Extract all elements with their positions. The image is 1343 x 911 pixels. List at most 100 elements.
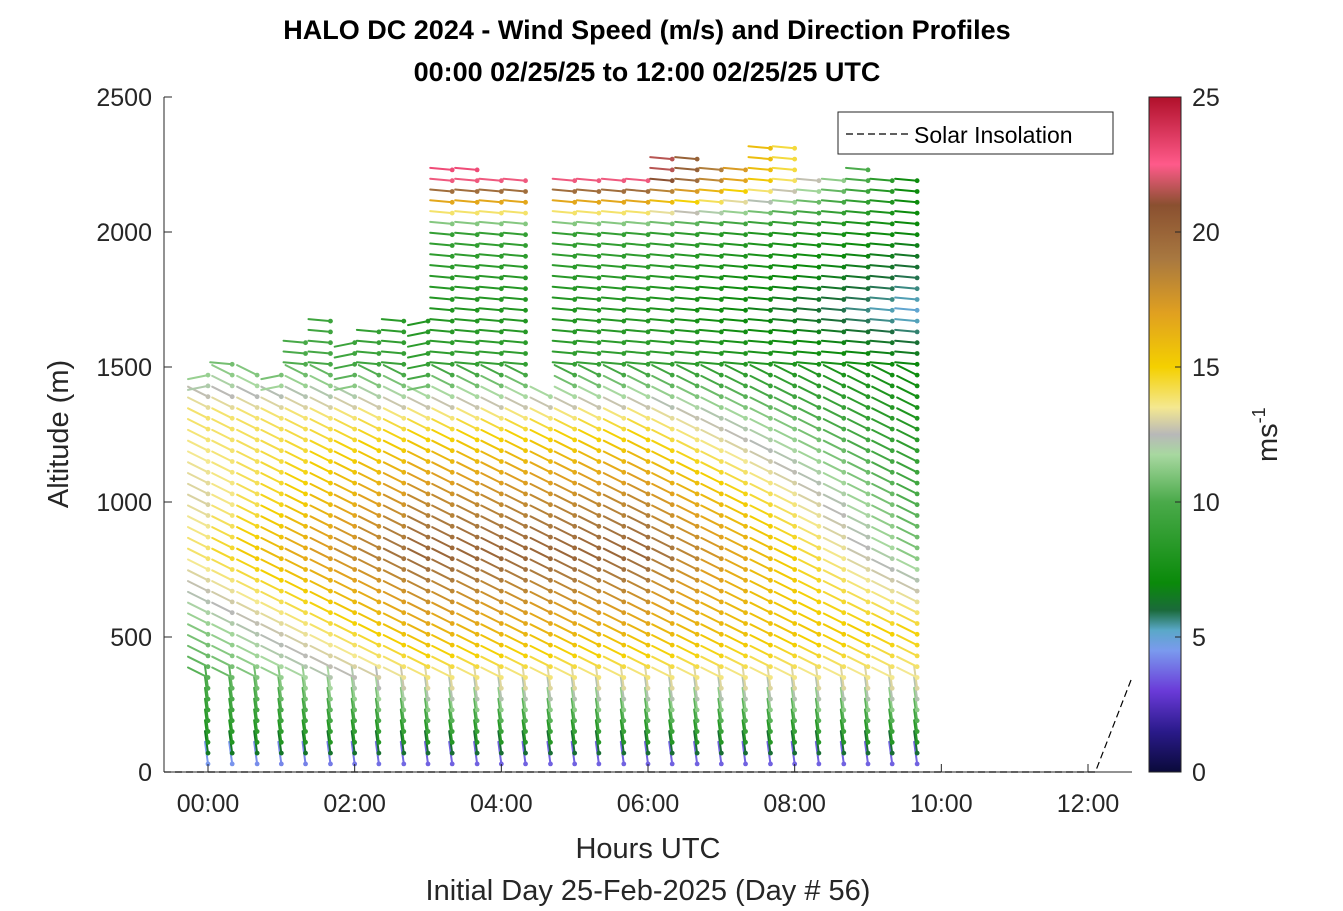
wind-barb-dot (865, 286, 871, 292)
wind-barb-dot (352, 459, 358, 464)
wind-barb-staff (896, 504, 919, 517)
wind-barb-staff (478, 231, 503, 236)
wind-barb-dot (229, 577, 235, 583)
wind-barb-dot (865, 340, 871, 346)
wind-barb-dot (718, 307, 724, 313)
wind-barb-dot (669, 729, 675, 734)
wind-barb-dot (865, 210, 871, 216)
wind-barb-dot (718, 329, 724, 335)
wind-barb-dot (449, 675, 455, 680)
wind-barb-staff (577, 634, 600, 647)
wind-barb-dot (548, 577, 553, 583)
wind-barb-staff (431, 461, 454, 474)
wind-barb-staff (869, 328, 894, 333)
colorbar-label-unit: ms (1252, 423, 1284, 462)
wind-barb-staff (602, 385, 625, 398)
wind-barb-staff (284, 623, 307, 636)
wind-barb-staff (553, 450, 576, 463)
wind-barb-staff (822, 439, 845, 452)
wind-barb-staff (309, 385, 332, 398)
wind-barb-staff (284, 407, 307, 420)
wind-barb-dot (498, 696, 504, 702)
wind-barb-staff (575, 188, 600, 193)
wind-barb-dot (841, 534, 847, 540)
wind-barb-staff (749, 601, 772, 614)
wind-barb-dot (572, 297, 578, 302)
wind-barb-dot (401, 394, 407, 400)
wind-barb-staff (333, 352, 356, 359)
wind-barb-staff (236, 472, 259, 485)
wind-barb-staff (529, 482, 552, 495)
wind-barb-dot (645, 415, 651, 421)
wind-barb-dot (523, 750, 528, 756)
wind-barb-dot (474, 469, 480, 475)
wind-barb-dot (621, 189, 627, 194)
wind-barb-staff (307, 318, 332, 323)
wind-barb-staff (284, 644, 307, 657)
chart-subtitle: 00:00 02/25/25 to 12:00 02/25/25 UTC (414, 57, 881, 87)
wind-barb-dot (841, 610, 847, 616)
wind-barb-staff (627, 526, 649, 539)
wind-barb-staff (724, 580, 747, 593)
wind-barb-dot (889, 459, 895, 464)
wind-barb-staff (553, 601, 576, 614)
wind-barb-staff (651, 472, 674, 485)
wind-barb-staff (773, 482, 796, 495)
wind-barb-dot (621, 178, 627, 184)
wind-barb-staff (894, 199, 919, 204)
wind-barb-dot (278, 718, 284, 724)
wind-barb-staff (749, 364, 772, 377)
wind-barb-dot (523, 415, 528, 421)
wind-barb-dot (401, 621, 407, 626)
wind-barb-staff (676, 569, 699, 582)
wind-barb-dot (669, 577, 675, 583)
wind-barb-staff (577, 666, 600, 679)
wind-barb-staff (407, 547, 429, 560)
wind-barb-dot (498, 264, 504, 270)
wind-barb-dot (523, 340, 528, 346)
wind-barb-dot (621, 340, 627, 346)
wind-barb-dot (498, 599, 504, 605)
wind-barb-staff (600, 307, 625, 312)
wind-barb-staff (211, 590, 234, 603)
wind-barb-staff (431, 634, 454, 647)
wind-barb-staff (797, 569, 820, 582)
wind-barb-staff (820, 220, 845, 225)
wind-barb-dot (914, 588, 920, 594)
wind-barb-staff (649, 253, 674, 258)
wind-barb-staff (260, 666, 283, 679)
wind-barb-dot (914, 340, 920, 346)
wind-barb-dot (694, 286, 700, 292)
wind-barb-staff (795, 361, 820, 366)
wind-barb-staff (773, 428, 796, 441)
wind-barb-dot (669, 318, 675, 324)
wind-barb-staff (600, 318, 625, 323)
wind-barb-staff (431, 493, 454, 506)
wind-barb-dot (792, 545, 798, 551)
wind-barb-dot (278, 664, 284, 670)
wind-barb-staff (627, 601, 649, 614)
wind-barb-dot (474, 415, 480, 421)
wind-barb-dot (425, 372, 431, 378)
wind-barb-dot (303, 761, 308, 767)
wind-barb-staff (309, 580, 332, 593)
wind-barb-dot (865, 567, 871, 572)
wind-barb-staff (454, 350, 479, 355)
wind-barb-staff (698, 350, 723, 355)
wind-barb-dot (401, 405, 407, 410)
wind-barb-dot (914, 696, 920, 702)
wind-barb-staff (749, 536, 772, 549)
wind-barb-dot (254, 556, 260, 562)
wind-barb-staff (407, 504, 429, 517)
wind-barb-staff (724, 374, 747, 387)
wind-barb-staff (771, 296, 796, 301)
wind-barb-staff (309, 472, 332, 485)
wind-barb-dot (498, 675, 504, 680)
wind-barb-dot (621, 642, 627, 648)
wind-barb-dot (596, 189, 602, 194)
wind-barb-dot (352, 415, 358, 421)
wind-barb-dot (865, 307, 871, 313)
wind-barb-dot (621, 750, 627, 756)
wind-barb-dot (498, 210, 504, 216)
wind-barb-dot (278, 750, 284, 756)
